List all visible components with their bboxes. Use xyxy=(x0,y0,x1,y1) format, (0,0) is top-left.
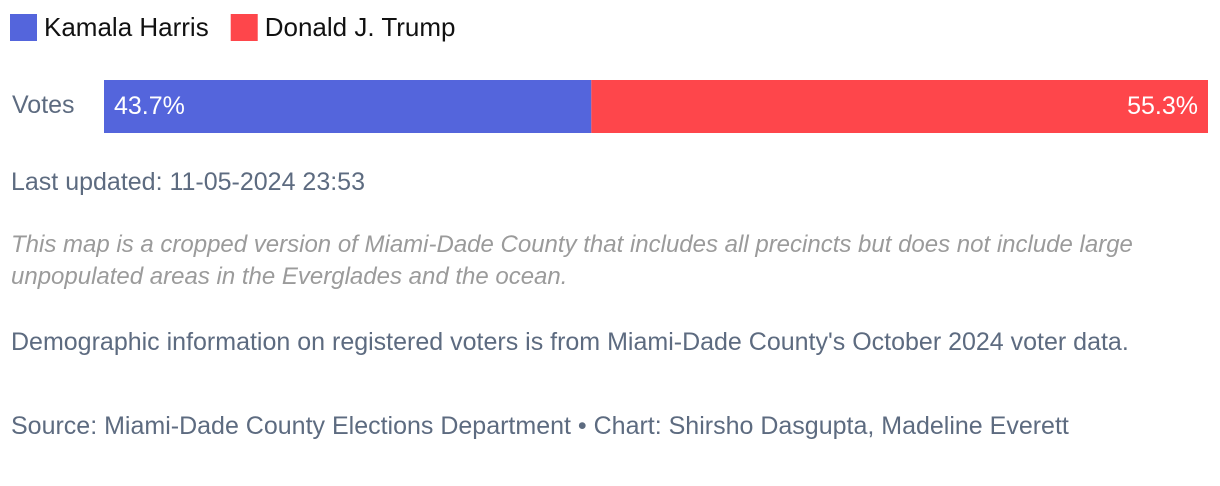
legend-label: Kamala Harris xyxy=(44,12,209,42)
category-label: Votes xyxy=(12,91,75,119)
value-label: 55.3% xyxy=(1127,92,1198,120)
legend-swatch xyxy=(230,14,258,41)
legend-label: Donald J. Trump xyxy=(265,12,456,42)
last-updated: Last updated: 11-05-2024 23:53 xyxy=(11,168,365,196)
bar-segment xyxy=(104,80,592,133)
value-label: 43.7% xyxy=(114,92,185,120)
bar-segment xyxy=(591,80,1208,133)
demographics-note: Demographic information on registered vo… xyxy=(11,328,1129,356)
note: This map is a cropped version of Miami-D… xyxy=(11,231,1133,290)
legend-swatch xyxy=(10,14,37,41)
chart-svg: Kamala Harris Donald J. Trump Votes 43.7% 55… xyxy=(10,12,1208,133)
source: Source: Miami-Dade County Elections Depa… xyxy=(11,412,1069,440)
